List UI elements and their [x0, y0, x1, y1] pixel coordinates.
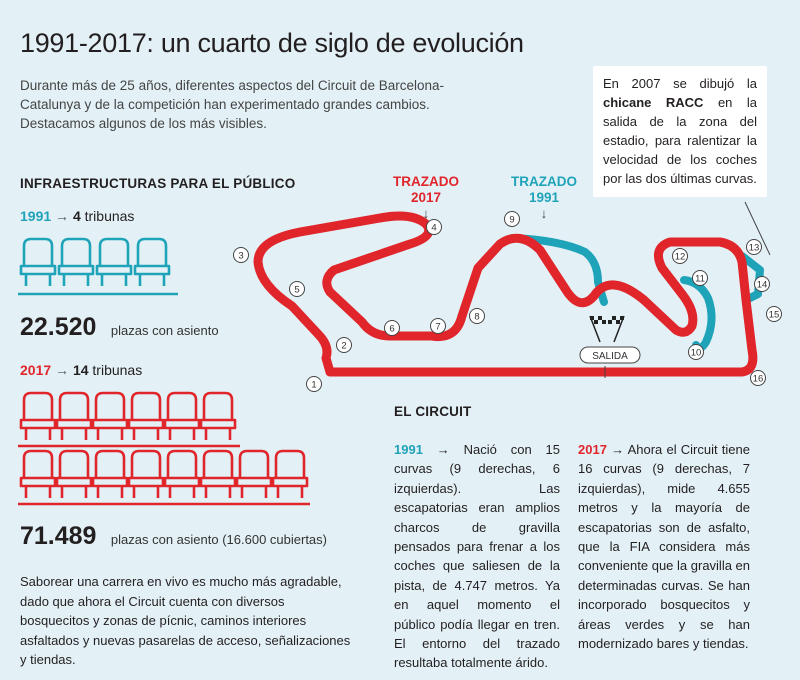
year-1991-label: 1991 [20, 208, 52, 224]
tribunas-count-2017: 14 [72, 362, 89, 378]
circuit-1991-year: 1991 [394, 442, 423, 457]
circuit-1991-text: 1991 → Nació con 15 curvas (9 derechas, … [394, 440, 560, 673]
corner-number: 15 [769, 310, 780, 321]
corner-marker [746, 239, 762, 255]
year-2017-label: 2017 [20, 362, 52, 378]
corner-marker [336, 337, 352, 353]
corner-marker [306, 376, 322, 392]
trazado-2017-line1: TRAZADO [393, 174, 459, 189]
corner-marker [766, 306, 782, 322]
corner-marker [672, 248, 688, 264]
seats-1991-icon [18, 237, 178, 296]
corner-number: 7 [435, 322, 440, 333]
corner-number: 9 [509, 215, 514, 226]
corner-marker [430, 318, 446, 334]
seats-1991-caption: plazas con asiento [110, 323, 219, 338]
trazado-2017-label: TRAZADO 2017 ↓ [392, 174, 460, 222]
seats-2017-number: 71.489 [20, 522, 97, 550]
corner-marker [504, 211, 520, 227]
infra-2017-line: 2017 → 14 tribunas [20, 362, 142, 378]
corner-marker [426, 219, 442, 235]
corner-marker [754, 276, 770, 292]
infra-heading: INFRAESTRUCTURAS PARA EL PÚBLICO [20, 176, 296, 191]
circuit-1991-body: Nació con 15 curvas (9 derechas, 6 izqui… [394, 442, 560, 671]
seats-1991-number: 22.520 [20, 313, 97, 341]
corner-marker [750, 370, 766, 386]
seats-2017-caption: plazas con asiento (16.600 cubiertas) [110, 532, 327, 547]
corner-number: 4 [431, 223, 436, 234]
arrow-right-icon: → [436, 442, 450, 457]
arrow-down-icon: ↓ [540, 206, 548, 221]
arrow-down-icon: ↓ [422, 206, 430, 221]
corner-number: 10 [691, 348, 702, 359]
arrow-right-icon: → [55, 208, 70, 224]
callout-text-post: en la salida de la zona del estadio, par… [603, 95, 757, 186]
tribunas-unit-2017: tribunas [92, 362, 143, 378]
corner-number: 16 [753, 374, 764, 385]
callout-text-pre: En 2007 se dibujó la [603, 76, 757, 91]
tribunas-count-1991: 4 [72, 208, 81, 224]
salida-label: SALIDA [592, 351, 628, 362]
trazado-2017-line2: 2017 [410, 190, 442, 205]
arrow-right-icon: → [55, 362, 70, 378]
corner-marker [469, 308, 485, 324]
seats-2017-icon [18, 391, 310, 506]
salida-badge: SALIDA [579, 346, 641, 364]
circuit-2017-year: 2017 [578, 442, 607, 457]
seats-2017-stat: 71.489 plazas con asiento (16.600 cubier… [20, 522, 327, 551]
corner-marker [384, 320, 400, 336]
corner-number: 11 [695, 274, 705, 285]
corner-marker [289, 281, 305, 297]
infra-1991-line: 1991 → 4 tribunas [20, 208, 134, 224]
chicane-callout: En 2007 se dibujó la chicane RACC en la … [593, 66, 767, 197]
trazado-2017-path [253, 211, 758, 377]
arrow-right-icon: → [611, 442, 625, 457]
tribunas-unit-1991: tribunas [84, 208, 135, 224]
trazado-1991-line2: 1991 [528, 190, 560, 205]
corner-number: 2 [341, 341, 346, 352]
intro-paragraph: Durante más de 25 años, diferentes aspec… [20, 78, 444, 131]
circuit-heading: EL CIRCUIT [394, 404, 472, 419]
corner-number: 14 [757, 280, 768, 291]
page-title: 1991-2017: un cuarto de siglo de evoluci… [20, 28, 524, 58]
circuit-2017-text: 2017 → Ahora el Circuit tiene 16 curvas … [578, 440, 750, 653]
corner-marker [233, 247, 249, 263]
corner-number: 3 [238, 251, 243, 262]
corner-marker [688, 344, 704, 360]
corner-number: 12 [675, 252, 686, 263]
trazado-1991-line1: TRAZADO [511, 174, 577, 189]
seats-1991-stat: 22.520 plazas con asiento [20, 313, 219, 342]
corner-number: 8 [474, 312, 479, 323]
trazado-1991-label: TRAZADO 1991 ↓ [508, 174, 580, 222]
corner-number: 13 [749, 243, 760, 254]
infra-footer: Saborear una carrera en vivo es mucho má… [20, 574, 351, 667]
callout-text-bold: chicane RACC [603, 95, 704, 110]
corner-number: 1 [311, 380, 316, 391]
callout-pointer-line [744, 201, 771, 256]
corner-marker [692, 270, 708, 286]
checkered-flag-icon [589, 315, 625, 343]
corner-number: 6 [389, 324, 394, 335]
circuit-2017-body: Ahora el Circuit tiene 16 curvas (9 dere… [578, 442, 751, 652]
corner-number: 5 [294, 285, 299, 296]
